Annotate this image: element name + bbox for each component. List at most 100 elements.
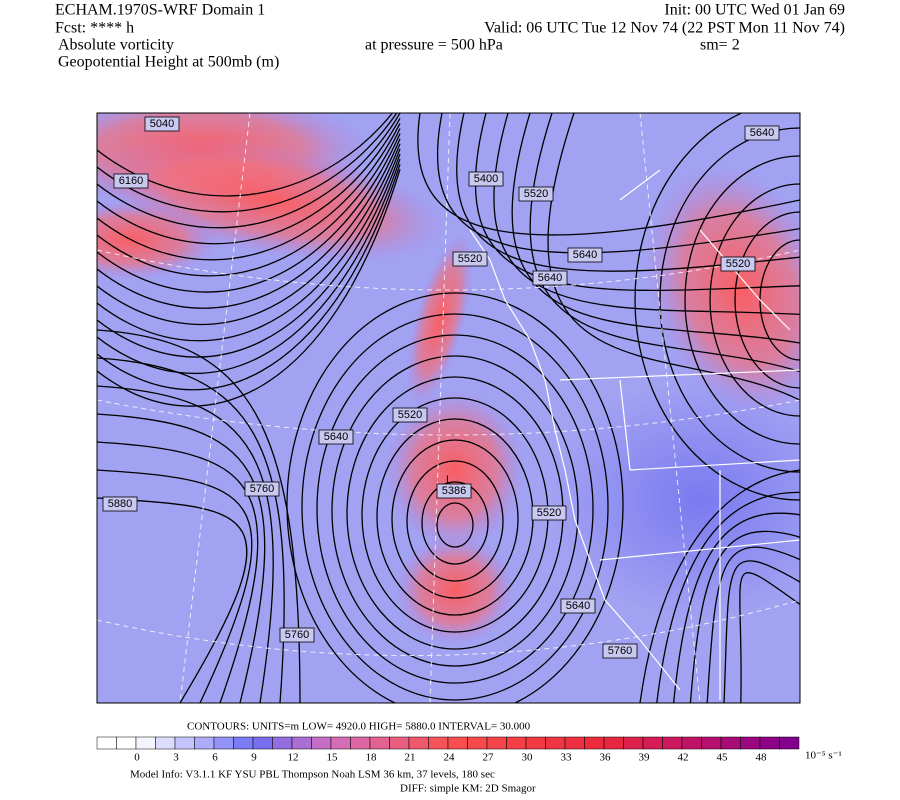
- contour: [97, 133, 401, 293]
- map: 5040 6160 5640 5400 5520 5520 5640 5640 5520 5520…: [97, 113, 800, 703]
- contour: [97, 138, 401, 309]
- colorbar-cell: [623, 736, 644, 750]
- colorbar-tick-label: 18: [366, 752, 378, 764]
- contour: [723, 560, 800, 703]
- colorbar-cell: [642, 736, 663, 750]
- colorbar-cell: [447, 736, 468, 750]
- contour-label: 5520: [524, 188, 548, 200]
- colorbar-cell: [135, 736, 156, 750]
- model-info: Model Info: V3.1.1 KF YSU PBL Thompson N…: [130, 769, 495, 781]
- label-box: [452, 251, 488, 267]
- colorbar-tick-label: 48: [756, 752, 768, 764]
- colorbar-cell: [408, 736, 429, 750]
- contour: [97, 497, 248, 703]
- contour: [97, 117, 401, 245]
- colorbar-cell: [740, 736, 761, 750]
- colorbar-cell: [233, 736, 254, 750]
- colorbar-cell: [506, 736, 527, 750]
- colorbar-cell: [213, 736, 234, 750]
- colorbar-cell: [467, 736, 488, 750]
- contour-label: 5520: [537, 507, 561, 519]
- contour: [421, 481, 489, 565]
- contour: [436, 113, 800, 254]
- colorbar-cell: [389, 736, 410, 750]
- shading: [644, 164, 800, 416]
- contour: [331, 355, 579, 667]
- contour: [659, 127, 800, 473]
- label-box: [113, 173, 149, 189]
- contour: [97, 413, 266, 703]
- label-box: [468, 171, 504, 187]
- smoothing: sm= 2: [700, 37, 740, 54]
- colorbar-cell: [662, 736, 683, 750]
- contour: [286, 292, 624, 703]
- colorbar-cell: [369, 736, 390, 750]
- contour-label: 5640: [573, 249, 597, 261]
- contour-label: 5880: [108, 498, 132, 510]
- contour: [97, 329, 301, 703]
- label-box: [720, 256, 756, 272]
- colorbar-cell: [252, 736, 273, 750]
- contour: [97, 164, 401, 391]
- contour-info: CONTOURS: UNITS=m LOW= 4920.0 HIGH= 5880…: [187, 721, 531, 733]
- label-box: [518, 186, 554, 202]
- contour: [547, 113, 800, 401]
- colorbar-cell: [779, 736, 800, 750]
- colorbar-tick-label: 39: [639, 752, 651, 764]
- model-title: ECHAM.1970S-WRF Domain 1: [55, 2, 265, 19]
- contour-label: 5760: [608, 645, 632, 657]
- colorbar-tick-label: 12: [288, 752, 299, 764]
- label-box: [318, 429, 354, 445]
- colorbar-cell: [174, 736, 195, 750]
- colorbar-cell: [291, 736, 312, 750]
- colorbar-cell: [525, 736, 546, 750]
- colorbar-tick-label: 24: [444, 752, 456, 764]
- contour: [656, 491, 800, 703]
- shading: [550, 380, 800, 620]
- contour: [406, 460, 504, 582]
- label-box: [567, 247, 603, 263]
- colorbar-cell: [603, 736, 624, 750]
- map-frame: [96, 112, 801, 704]
- label-box: [244, 481, 280, 497]
- colorbar-cell: [155, 736, 176, 750]
- colorbar: 0 3 6 9 12 15 18 21 24 27 30 33 36 39 42 45 48: [96, 736, 800, 764]
- label-box: [602, 643, 638, 659]
- colorbar-tick-label: 6: [212, 752, 218, 764]
- contour-label: 5760: [285, 629, 309, 641]
- colorbar-units: 10⁻⁵ s⁻¹: [805, 750, 842, 762]
- label-box: [744, 125, 780, 141]
- colorbar-tick-label: 30: [522, 752, 534, 764]
- contour: [672, 512, 800, 703]
- colorbar-tick-label: 15: [327, 752, 339, 764]
- contour: [97, 113, 401, 229]
- contour: [734, 211, 800, 389]
- colorbar-cell: [486, 736, 507, 750]
- colorbar-cell: [194, 736, 215, 750]
- contour-label: 5520: [726, 258, 750, 270]
- colorbar-cell: [545, 736, 566, 750]
- colorbar-tick-label: 21: [405, 752, 416, 764]
- contour: [493, 113, 800, 316]
- label-box: [279, 627, 315, 643]
- contour: [634, 113, 800, 501]
- contour-labels: 5040 6160 5640 5400 5520 5520 5640 5640 5520 5520…: [102, 116, 780, 659]
- contour: [436, 502, 474, 548]
- colorbar-tick-label: 3: [173, 752, 179, 764]
- valid-time: Valid: 06 UTC Tue 12 Nov 74 (22 PST Mon …: [484, 20, 845, 37]
- contour-label: 5640: [566, 600, 590, 612]
- contour: [97, 123, 401, 261]
- contour-label: 5760: [250, 483, 274, 495]
- colorbar-cell: [96, 736, 117, 750]
- contour: [97, 113, 398, 213]
- pressure-level: at pressure = 500 hPa: [365, 37, 503, 54]
- contour: [97, 385, 274, 703]
- contour: [97, 128, 401, 277]
- contour-label: 5386: [442, 485, 466, 497]
- label-box: [436, 483, 472, 499]
- colorbar-tick-label: 0: [134, 752, 140, 764]
- contour: [511, 113, 800, 344]
- init-time: Init: 00 UTC Wed 01 Jan 69: [664, 2, 845, 19]
